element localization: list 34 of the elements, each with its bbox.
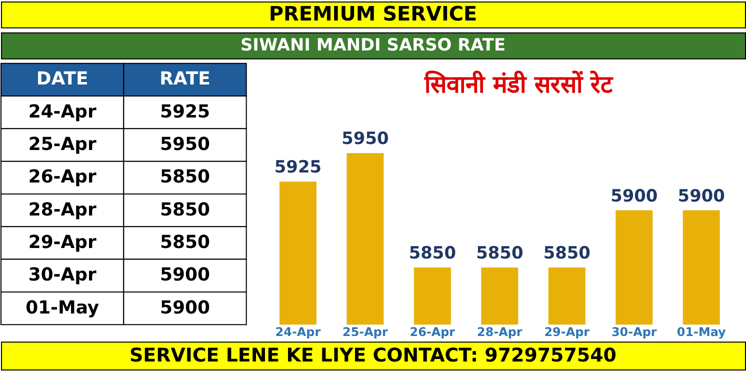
data-label: 5900 [678, 185, 725, 206]
category-label: 29-Apr [28, 232, 96, 253]
data-label: 5850 [160, 166, 210, 188]
data-label: 5850 [408, 242, 456, 262]
data-label: 5950 [160, 134, 210, 155]
data-label: 5925 [160, 101, 210, 122]
data-label: 5900 [160, 297, 210, 318]
x-tick-label: 30-Apr [611, 325, 657, 340]
category-label: 25-Apr [28, 134, 96, 155]
text: RATE [160, 68, 210, 90]
text: SIWANI MANDI SARSO RATE [240, 34, 506, 54]
data-label: 5900 [610, 185, 658, 206]
category-label: 30-Apr [28, 264, 96, 286]
data-label: 5850 [160, 232, 210, 253]
category-label: 24-Apr [28, 101, 96, 122]
category-label: 28-Apr [28, 199, 96, 220]
data-label: 5850 [476, 242, 524, 262]
text: DATE [36, 68, 88, 90]
data-label: 5850 [543, 242, 590, 262]
data-label: 5950 [342, 128, 389, 148]
x-tick-label: 29-Apr [544, 325, 590, 340]
x-tick-label: 26-Apr [410, 325, 456, 340]
text: PREMIUM SERVICE [268, 1, 478, 26]
data-label: 5850 [160, 199, 210, 220]
chart-title: सिवानी मंडी सरसों रेट [424, 70, 614, 98]
x-tick-label: 25-Apr [342, 325, 388, 340]
text: SERVICE LENE KE LIYE CONTACT: 9729757540 [130, 344, 616, 367]
data-label: 5900 [160, 264, 210, 286]
category-label: 26-Apr [28, 166, 96, 188]
category-label: 01-May [26, 297, 100, 318]
data-label: 5925 [274, 156, 322, 177]
x-tick-label: 24-Apr [275, 325, 321, 340]
x-tick-label: 01-May [676, 325, 726, 340]
x-tick-label: 28-Apr [477, 325, 522, 340]
